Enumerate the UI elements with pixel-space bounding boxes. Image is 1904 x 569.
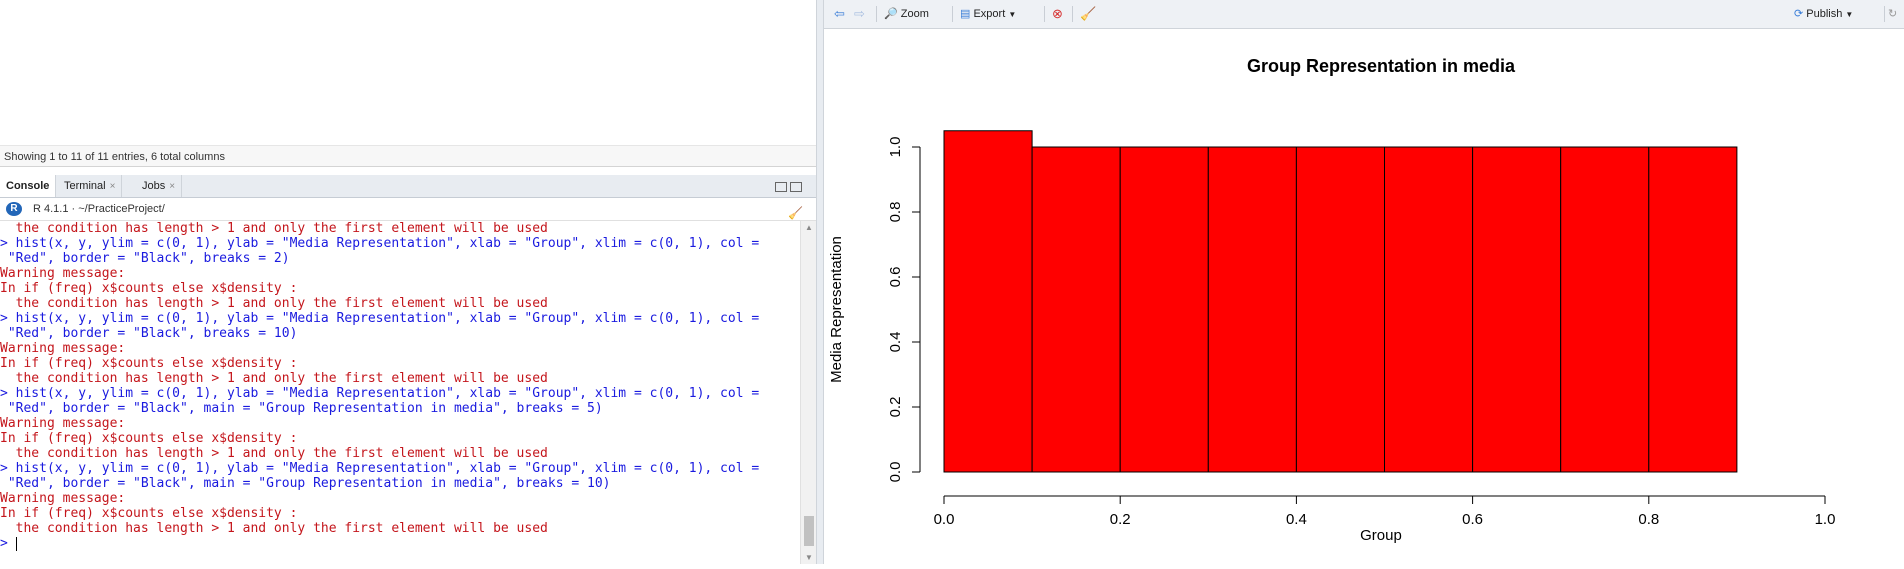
tab-jobs-label: Jobs xyxy=(142,180,166,192)
histogram-bar xyxy=(1648,146,1738,473)
prompt-symbol: > xyxy=(0,536,16,551)
zoom-button[interactable]: 🔎 Zoom xyxy=(884,0,929,28)
console-line: the condition has length > 1 and only th… xyxy=(0,221,548,236)
console-line: > hist(x, y, ylim = c(0, 1), ylab = "Med… xyxy=(0,461,760,476)
histogram-bar xyxy=(1472,146,1562,473)
histogram-chart: Group Representation in media 0.0 0.2 0.4 0.… xyxy=(828,56,1836,544)
data-viewer-area xyxy=(0,0,816,145)
console-line: "Red", border = "Black", main = "Group R… xyxy=(0,401,603,416)
console-header: R R 4.1.1 · ~/PracticeProject/ 🧹 xyxy=(0,198,816,221)
zoom-label: Zoom xyxy=(900,8,929,20)
arrow-left-icon[interactable]: ⇦ xyxy=(834,6,845,21)
x-axis-label: Group xyxy=(1360,527,1402,544)
console-line: In if (freq) x$counts else x$density : xyxy=(0,281,298,296)
magnifier-icon: 🔎 xyxy=(884,8,898,20)
arrow-right-icon[interactable]: ⇨ xyxy=(854,6,865,21)
pane-splitter[interactable] xyxy=(816,0,824,564)
console-line: "Red", border = "Black", breaks = 10) xyxy=(0,326,298,341)
export-button[interactable]: ▤ Export ▼ xyxy=(960,0,1016,28)
console-line: Warning message: xyxy=(0,491,126,506)
histogram-bar xyxy=(1295,146,1385,473)
close-icon[interactable]: × xyxy=(109,181,116,192)
console-line: In if (freq) x$counts else x$density : xyxy=(0,506,298,521)
console-header-text: R 4.1.1 · ~/PracticeProject/ xyxy=(33,198,165,220)
publish-label: Publish xyxy=(1806,8,1843,20)
close-icon[interactable]: × xyxy=(169,181,176,192)
console-line: Warning message: xyxy=(0,341,126,356)
chevron-down-icon: ▼ xyxy=(1008,10,1017,19)
tab-terminal[interactable]: Terminal × xyxy=(58,175,123,197)
console-line: In if (freq) x$counts else x$density : xyxy=(0,431,298,446)
histogram-bar xyxy=(1119,146,1209,473)
r-version: R 4.1.1 xyxy=(33,203,69,215)
console-line: the condition has length > 1 and only th… xyxy=(0,521,548,536)
console-output[interactable]: the condition has length > 1 and only th… xyxy=(0,221,800,564)
minimize-icon[interactable] xyxy=(775,182,787,192)
refresh-icon[interactable]: ↻ xyxy=(1888,8,1898,20)
x-tick-label: 0.0 xyxy=(934,511,955,528)
tab-terminal-label: Terminal xyxy=(64,180,106,192)
scroll-thumb[interactable] xyxy=(804,516,814,546)
publish-icon: ⟳ xyxy=(1794,8,1804,20)
export-label: Export xyxy=(973,8,1006,20)
console-line: > hist(x, y, ylim = c(0, 1), ylab = "Med… xyxy=(0,311,760,326)
tab-console-label: Console xyxy=(6,180,50,192)
text-cursor xyxy=(15,536,17,551)
console-line: the condition has length > 1 and only th… xyxy=(0,296,548,311)
console-line: "Red", border = "Black", main = "Group R… xyxy=(0,476,611,491)
histogram-bar xyxy=(1384,146,1474,473)
working-directory[interactable]: · ~/PracticeProject/ xyxy=(71,203,165,215)
publish-button[interactable]: ⟳ Publish ▼ xyxy=(1794,0,1853,28)
y-tick-label: 0.2 xyxy=(887,397,904,418)
histogram-bar xyxy=(1560,146,1650,473)
tab-jobs[interactable]: Jobs × xyxy=(136,175,183,197)
plots-toolbar: ⇦ ⇨ 🔎 Zoom ▤ Export ▼ ⊗ 🧹 ⟳ Publish ▼ ↻ xyxy=(824,0,1904,29)
console-tabbar: Console Terminal × Jobs × xyxy=(0,175,816,198)
x-tick-label: 0.6 xyxy=(1462,511,1483,528)
broom-icon[interactable]: 🧹 xyxy=(1080,6,1097,21)
scroll-down-icon[interactable]: ▼ xyxy=(805,553,813,562)
console-line: the condition has length > 1 and only th… xyxy=(0,446,548,461)
histogram-bar xyxy=(1207,146,1297,473)
left-pane: Showing 1 to 11 of 11 entries, 6 total c… xyxy=(0,0,817,564)
x-tick-label: 0.4 xyxy=(1286,511,1307,528)
histogram-bar xyxy=(943,130,1033,473)
plots-pane: ⇦ ⇨ 🔎 Zoom ▤ Export ▼ ⊗ 🧹 ⟳ Publish ▼ ↻ … xyxy=(824,0,1904,564)
console-line: "Red", border = "Black", breaks = 2) xyxy=(0,251,290,266)
tab-console[interactable]: Console xyxy=(0,175,57,197)
x-tick-label: 0.2 xyxy=(1110,511,1131,528)
chart-title: Group Representation in media xyxy=(1247,56,1516,76)
entries-status: Showing 1 to 11 of 11 entries, 6 total c… xyxy=(0,145,816,167)
console-prompt[interactable]: > xyxy=(0,536,800,551)
x-tick-label: 1.0 xyxy=(1815,511,1836,528)
histogram-bar xyxy=(1031,146,1121,473)
console-line: the condition has length > 1 and only th… xyxy=(0,371,548,386)
console-line: Warning message: xyxy=(0,416,126,431)
export-icon: ▤ xyxy=(960,8,971,20)
y-tick-label: 1.0 xyxy=(887,137,904,158)
console-scrollbar[interactable]: ▲ ▼ xyxy=(800,221,817,564)
console-line: Warning message: xyxy=(0,266,126,281)
y-tick-label: 0.6 xyxy=(887,267,904,288)
maximize-icon[interactable] xyxy=(790,182,802,192)
console-line: > hist(x, y, ylim = c(0, 1), ylab = "Med… xyxy=(0,236,760,251)
plot-area: Group Representation in media 0.0 0.2 0.4 0.… xyxy=(824,29,1904,564)
chevron-down-icon: ▼ xyxy=(1845,10,1854,19)
y-axis-label: Media Representation xyxy=(828,236,845,383)
y-tick-label: 0.8 xyxy=(887,202,904,223)
r-logo-icon: R xyxy=(6,202,22,216)
console-line: > hist(x, y, ylim = c(0, 1), ylab = "Med… xyxy=(0,386,760,401)
clear-console-icon[interactable]: 🧹 xyxy=(788,206,803,220)
y-tick-label: 0.4 xyxy=(887,332,904,353)
scroll-up-icon[interactable]: ▲ xyxy=(805,223,813,232)
console-line: In if (freq) x$counts else x$density : xyxy=(0,356,298,371)
pane-window-controls xyxy=(772,179,806,193)
y-tick-label: 0.0 xyxy=(887,462,904,483)
remove-plot-icon[interactable]: ⊗ xyxy=(1052,6,1063,21)
x-tick-label: 0.8 xyxy=(1638,511,1659,528)
